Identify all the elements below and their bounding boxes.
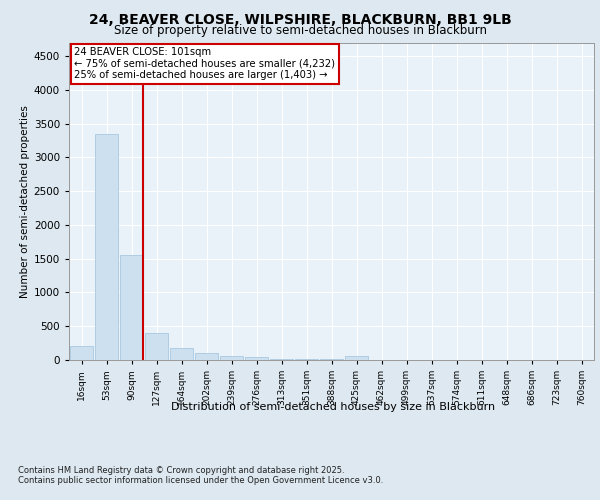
Bar <box>220 356 243 360</box>
Y-axis label: Number of semi-detached properties: Number of semi-detached properties <box>20 105 29 298</box>
Text: 24, BEAVER CLOSE, WILPSHIRE, BLACKBURN, BB1 9LB: 24, BEAVER CLOSE, WILPSHIRE, BLACKBURN, … <box>89 12 511 26</box>
Bar <box>145 333 168 360</box>
Text: 24 BEAVER CLOSE: 101sqm
← 75% of semi-detached houses are smaller (4,232)
25% of: 24 BEAVER CLOSE: 101sqm ← 75% of semi-de… <box>74 48 335 80</box>
Bar <box>245 358 268 360</box>
Bar <box>95 134 118 360</box>
Bar <box>295 359 318 360</box>
Text: Contains HM Land Registry data © Crown copyright and database right 2025.: Contains HM Land Registry data © Crown c… <box>18 466 344 475</box>
Bar <box>70 346 93 360</box>
Text: Distribution of semi-detached houses by size in Blackburn: Distribution of semi-detached houses by … <box>171 402 495 412</box>
Text: Contains public sector information licensed under the Open Government Licence v3: Contains public sector information licen… <box>18 476 383 485</box>
Bar <box>120 256 143 360</box>
Bar <box>195 353 218 360</box>
Text: Size of property relative to semi-detached houses in Blackburn: Size of property relative to semi-detach… <box>113 24 487 37</box>
Bar <box>345 356 368 360</box>
Bar <box>170 348 193 360</box>
Bar <box>270 358 293 360</box>
